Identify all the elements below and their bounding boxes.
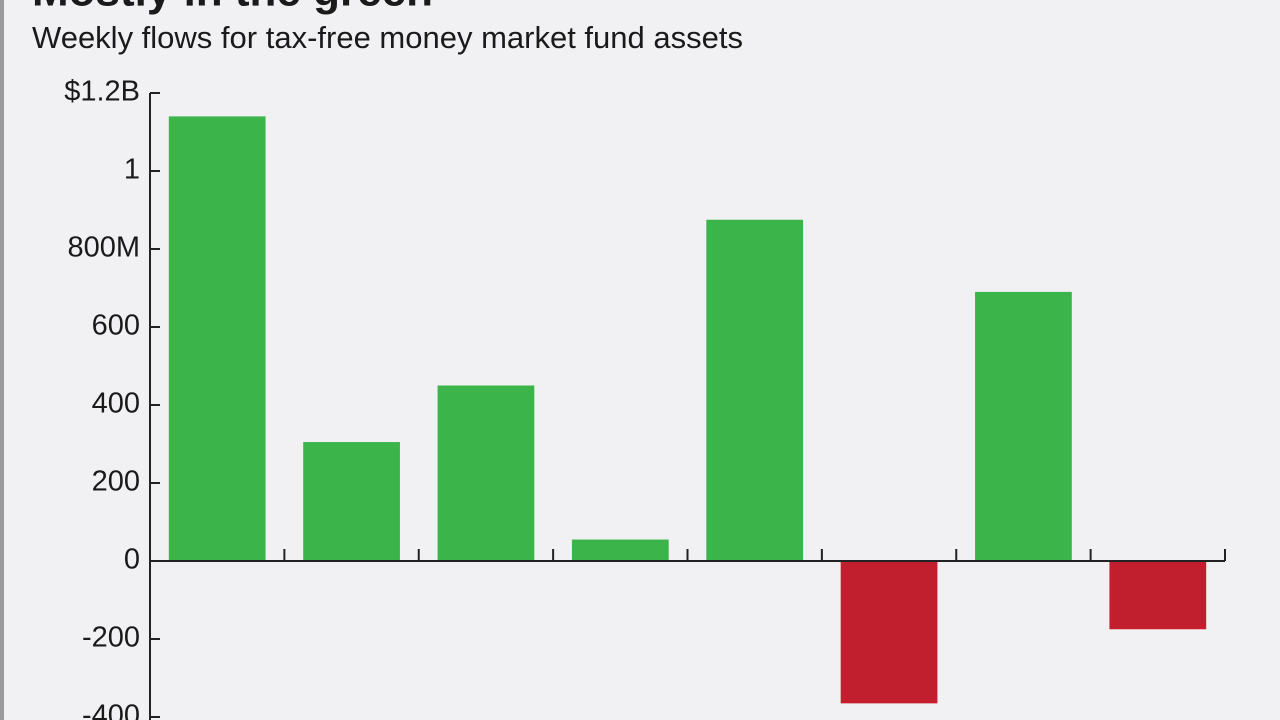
bar — [571, 539, 669, 561]
y-tick-label: 1 — [124, 154, 140, 186]
bar — [168, 116, 266, 562]
chart-subtitle: Weekly flows for tax-free money market f… — [32, 20, 743, 55]
bar — [1109, 561, 1207, 630]
y-tick-label: $1.2B — [64, 76, 140, 108]
y-tick-label: -200 — [82, 622, 140, 654]
bar — [975, 291, 1072, 561]
chart-title: Mostly in the green — [32, 0, 433, 16]
y-tick-label: -400 — [82, 700, 140, 720]
bar — [840, 561, 938, 704]
y-tick-label: 200 — [92, 466, 140, 498]
left-border — [0, 0, 4, 720]
bar — [303, 442, 400, 561]
bar — [437, 385, 535, 561]
y-tick-label: 800M — [67, 232, 140, 264]
y-tick-label: 600 — [92, 310, 140, 342]
bar — [706, 219, 804, 561]
y-tick-label: 400 — [92, 388, 140, 420]
y-tick-label: 0 — [124, 544, 140, 576]
